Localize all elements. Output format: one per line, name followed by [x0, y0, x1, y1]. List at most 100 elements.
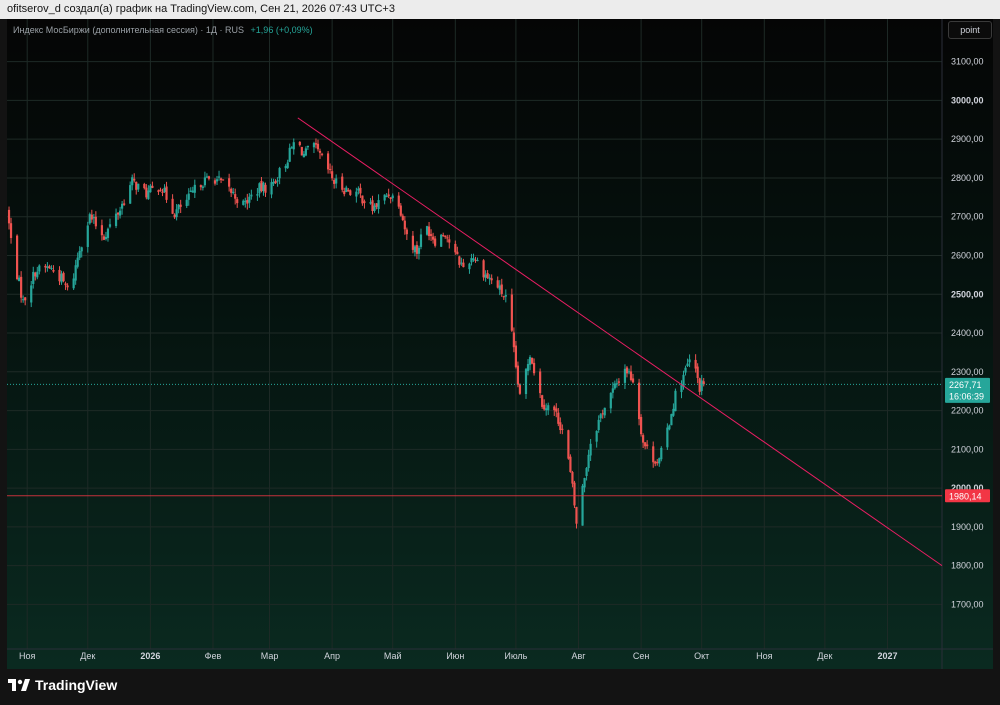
x-tick-label: Июль	[504, 651, 527, 661]
candle	[387, 188, 390, 199]
candle	[571, 470, 574, 488]
candle	[331, 165, 334, 181]
candle	[652, 441, 655, 468]
candle-body	[314, 143, 318, 145]
candle-body	[413, 246, 417, 253]
tradingview-logo-icon	[8, 679, 30, 691]
candle-body	[658, 458, 661, 464]
candle-body	[123, 203, 126, 205]
x-tick-label: Дек	[80, 651, 95, 661]
candle-body	[583, 478, 586, 488]
candle	[472, 253, 475, 262]
candle-body	[149, 185, 152, 193]
chart-area[interactable]: 1700,00 1800,00 1900,00 2000,00 2100,00 2200,…	[7, 19, 993, 669]
candle-body	[290, 147, 293, 149]
candle	[654, 460, 657, 467]
price-chart[interactable]: 1700,00 1800,00 1900,00 2000,00 2100,00 2200,…	[7, 19, 993, 669]
candle	[488, 274, 491, 285]
candle	[199, 184, 202, 191]
candle	[143, 182, 146, 190]
candle-body	[484, 274, 487, 278]
tradingview-logo[interactable]: TradingView	[8, 677, 117, 693]
candle-body	[341, 176, 344, 190]
candle-body	[504, 294, 507, 297]
candle	[242, 199, 245, 206]
candle	[585, 466, 588, 481]
candle	[86, 221, 89, 253]
x-tick-label: Фев	[205, 651, 222, 661]
candle-body	[215, 179, 219, 182]
candle	[609, 392, 612, 414]
candle-body	[470, 258, 473, 263]
candle	[361, 195, 364, 206]
candle-body	[32, 271, 35, 284]
candle-body	[157, 190, 160, 192]
candle-body	[391, 195, 394, 199]
candle-body	[193, 184, 196, 193]
candle	[686, 358, 689, 367]
candle	[595, 430, 598, 448]
candle	[213, 178, 217, 186]
candle	[458, 255, 461, 268]
candle-body	[345, 187, 348, 193]
candle	[133, 173, 136, 183]
candle	[385, 192, 388, 198]
candle-body	[656, 461, 659, 463]
candle-body	[163, 187, 166, 192]
candle-body	[171, 198, 174, 214]
candle	[454, 240, 457, 255]
candle-body	[316, 143, 320, 150]
candle-body	[654, 461, 657, 464]
x-tick-label: 2026	[140, 651, 160, 661]
candle	[656, 459, 659, 466]
x-tick-label: Дек	[817, 651, 832, 661]
candle-body	[637, 382, 641, 420]
candle	[203, 171, 207, 188]
candle	[401, 213, 404, 222]
candle	[589, 439, 592, 461]
candle	[44, 264, 47, 273]
candle	[278, 166, 281, 185]
candle	[694, 354, 697, 373]
candle	[219, 177, 223, 184]
candle-body	[595, 430, 598, 442]
candle-body	[532, 362, 536, 374]
candle	[292, 138, 295, 155]
candle-body	[387, 194, 390, 197]
point-button[interactable]: point	[948, 21, 992, 39]
candle-body	[106, 228, 110, 238]
candle-body	[258, 183, 261, 194]
candle-body	[557, 412, 560, 424]
candle	[276, 177, 279, 187]
candle-body	[502, 296, 505, 298]
candle	[502, 295, 505, 300]
candle-body	[276, 180, 279, 182]
candle	[524, 367, 528, 399]
candle-body	[44, 265, 47, 268]
candle-body	[397, 195, 400, 207]
top-bar: ofitserov_d создал(а) график на TradingV…	[0, 0, 1000, 19]
tradingview-brand: TradingView	[35, 677, 118, 693]
candle-body	[389, 197, 392, 199]
candle	[539, 368, 542, 399]
candle-body	[262, 182, 265, 192]
candle-body	[191, 190, 194, 193]
candle	[66, 283, 69, 291]
candle	[444, 235, 447, 239]
candle	[417, 245, 421, 260]
candle	[434, 235, 437, 248]
candle-body	[528, 357, 532, 365]
candle	[530, 357, 534, 365]
candle-body	[88, 214, 91, 224]
x-tick-label: 2027	[877, 651, 897, 661]
candle-body	[147, 190, 150, 200]
candle-body	[234, 194, 237, 199]
candle-body	[670, 414, 673, 426]
chart-caption: ofitserov_d создал(а) график на TradingV…	[7, 3, 395, 15]
candle-body	[205, 176, 209, 178]
candle	[250, 189, 253, 200]
candle-body	[474, 259, 477, 261]
candle	[177, 203, 180, 214]
candle-body	[135, 181, 138, 190]
candle	[230, 187, 233, 198]
